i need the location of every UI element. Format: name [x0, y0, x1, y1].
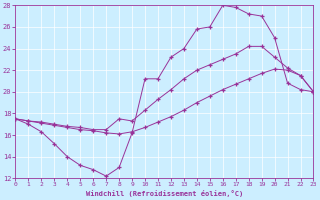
X-axis label: Windchill (Refroidissement éolien,°C): Windchill (Refroidissement éolien,°C) — [86, 190, 243, 197]
